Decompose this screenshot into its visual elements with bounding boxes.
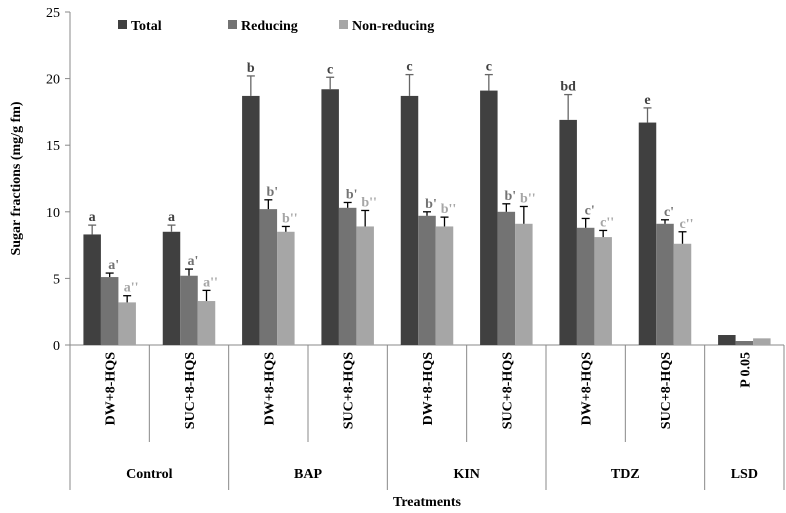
bar-reducing [418, 215, 436, 345]
group-label: LSD [731, 467, 758, 482]
category-label: SUC+8-HQS [342, 352, 357, 429]
group-label: TDZ [611, 467, 640, 482]
bar-reducing [497, 211, 516, 345]
bar-non-reducing [118, 302, 136, 345]
y-tick-label: 20 [46, 73, 60, 88]
significance-letter: b' [346, 187, 358, 202]
category-label: SUC+8-HQS [659, 352, 674, 429]
significance-letter: b' [266, 185, 278, 200]
bar-total [718, 335, 736, 345]
bar-total [480, 90, 498, 345]
bar-non-reducing [356, 226, 374, 345]
y-tick-label: 5 [53, 272, 60, 287]
y-axis-label: Sugar fractions (mg/g fm) [9, 101, 24, 255]
bar-non-reducing [753, 338, 771, 345]
y-tick-label: 10 [46, 206, 60, 221]
significance-letter: bd [560, 80, 576, 95]
category-label: P 0.05 [738, 352, 753, 388]
significance-letter: b'' [520, 191, 536, 206]
significance-letter: c [486, 60, 492, 75]
significance-letter: e [644, 93, 650, 108]
x-axis-label: Treatments [393, 495, 461, 510]
significance-letter: b'' [441, 202, 457, 217]
bar-non-reducing [197, 301, 216, 345]
group-label: Control [126, 467, 173, 482]
group-label: KIN [453, 467, 479, 482]
legend-swatch [339, 20, 348, 29]
bar-non-reducing [435, 226, 454, 345]
bar-total [400, 95, 419, 345]
bar-reducing [338, 207, 357, 345]
significance-letter: b'' [361, 195, 377, 210]
category-label: SUC+8-HQS [500, 352, 515, 429]
significance-letter: a' [188, 254, 199, 269]
bar-non-reducing [594, 237, 612, 345]
category-label: DW+8-HQS [104, 352, 119, 426]
bar-reducing [576, 227, 595, 345]
legend-label: Reducing [241, 19, 298, 34]
y-tick-label: 0 [53, 339, 60, 354]
significance-letter: a'' [203, 275, 218, 290]
y-tick-label: 15 [46, 139, 60, 154]
significance-letter: b' [425, 197, 437, 212]
bar-reducing [735, 341, 754, 345]
significance-letter: c'' [600, 215, 614, 230]
bar-total [83, 234, 101, 345]
significance-letter: a'' [124, 281, 139, 296]
category-label: DW+8-HQS [580, 352, 595, 426]
significance-letter: c' [664, 205, 674, 220]
legend-label: Non-reducing [352, 19, 434, 34]
bar-reducing [259, 209, 278, 345]
significance-letter: a [89, 210, 96, 225]
bar-total [638, 122, 657, 345]
significance-letter: b [247, 61, 255, 76]
bar-total [559, 119, 577, 345]
significance-letter: c'' [680, 217, 694, 232]
significance-letter: c [406, 60, 412, 75]
significance-letter: c [327, 62, 333, 77]
bar-non-reducing [673, 243, 692, 345]
bar-non-reducing [515, 223, 533, 345]
significance-letter: c' [585, 203, 595, 218]
category-label: DW+8-HQS [421, 352, 436, 426]
category-label: DW+8-HQS [262, 352, 277, 426]
legend-swatch [118, 20, 127, 29]
legend-label: Total [131, 19, 162, 34]
significance-letter: a [168, 210, 175, 225]
bar-non-reducing [277, 231, 295, 345]
category-label: SUC+8-HQS [183, 352, 198, 429]
bar-total [242, 95, 260, 345]
significance-letter: b' [504, 189, 516, 204]
bar-total [162, 231, 181, 345]
bar-reducing [100, 277, 119, 345]
bar-reducing [180, 275, 198, 345]
group-label: BAP [294, 467, 322, 482]
y-tick-label: 25 [46, 6, 60, 21]
bar-total [321, 89, 339, 345]
significance-letter: b'' [282, 211, 298, 226]
significance-letter: a' [108, 258, 119, 273]
bar-reducing [656, 223, 674, 345]
legend-swatch [228, 20, 237, 29]
